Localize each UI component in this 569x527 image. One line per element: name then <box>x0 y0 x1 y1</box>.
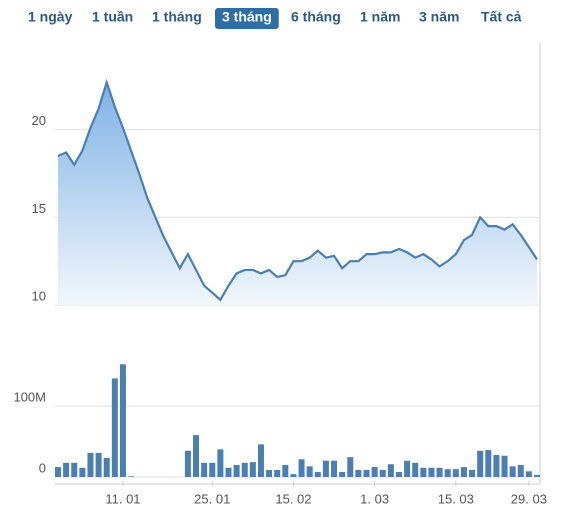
x-tick-label: 11. 01 <box>105 491 140 506</box>
volume-bar <box>371 467 378 477</box>
volume-bar <box>509 466 516 477</box>
y-tick-label: 15 <box>32 201 46 216</box>
volume-bar <box>111 378 118 477</box>
volume-bar <box>79 467 86 477</box>
volume-bar <box>266 469 273 477</box>
volume-bar <box>241 462 248 477</box>
volume-bar <box>339 472 346 477</box>
volume-bar <box>128 476 135 477</box>
volume-bar <box>347 457 354 477</box>
volume-bar <box>493 455 500 477</box>
volume-bar <box>395 472 402 477</box>
volume-bar <box>103 457 110 477</box>
x-tick-label: 25. 01 <box>194 491 230 506</box>
y-tick-label: 10 <box>32 288 46 303</box>
x-tick-label: 15. 03 <box>438 491 474 506</box>
volume-bar <box>379 469 386 477</box>
volume-bar <box>412 462 419 477</box>
y-tick-label: 20 <box>32 113 46 128</box>
y-tick-label: 100M <box>13 390 46 405</box>
volume-bar <box>217 449 224 477</box>
volume-bar <box>444 469 451 477</box>
volume-bar <box>209 462 216 477</box>
volume-bar <box>314 472 321 477</box>
volume-bar <box>420 467 427 477</box>
volume-bar <box>477 450 484 477</box>
volume-bar <box>233 464 240 477</box>
volume-bar <box>460 467 467 477</box>
range-button[interactable]: Tất cả <box>481 9 522 25</box>
volume-bar <box>95 452 102 477</box>
x-tick-label: 29. 03 <box>511 491 547 506</box>
range-button[interactable]: 1 tuần <box>92 9 133 25</box>
range-button[interactable]: 1 tháng <box>152 9 202 25</box>
volume-bar <box>525 471 532 477</box>
price-area <box>58 82 537 306</box>
volume-bar <box>71 462 78 477</box>
volume-bar <box>63 462 70 477</box>
volume-bar <box>306 466 313 477</box>
range-button[interactable]: 1 năm <box>360 9 400 25</box>
volume-bar <box>452 469 459 477</box>
volume-bar <box>322 460 329 477</box>
volume-bar <box>436 467 443 477</box>
volume-bar <box>119 364 126 477</box>
volume-bar <box>257 444 264 477</box>
volume-bar <box>363 469 370 477</box>
volume-bar <box>501 455 508 477</box>
volume-bar <box>469 469 476 477</box>
volume-bar <box>517 464 524 477</box>
range-button[interactable]: 3 tháng <box>222 9 272 25</box>
y-tick-label: 0 <box>39 460 46 475</box>
volume-bar <box>87 452 94 477</box>
volume-bar <box>282 464 289 477</box>
volume-bar <box>55 467 61 477</box>
volume-bar <box>201 462 208 477</box>
volume-bar <box>355 469 362 477</box>
volume-bar <box>428 467 435 477</box>
x-tick-label: 1. 03 <box>360 491 389 506</box>
range-button-selected <box>215 8 279 29</box>
volume-bar <box>184 450 191 477</box>
range-button[interactable]: 1 ngày <box>28 9 73 25</box>
volume-bar <box>193 435 200 477</box>
range-button[interactable]: 3 năm <box>419 9 459 25</box>
volume-bar <box>387 464 394 477</box>
range-button[interactable]: 6 tháng <box>291 9 341 25</box>
volume-bar <box>249 462 256 477</box>
volume-bar <box>331 460 338 477</box>
x-tick-label: 15. 02 <box>275 491 311 506</box>
volume-bar <box>404 460 411 477</box>
volume-bar <box>290 474 297 477</box>
volume-bar <box>298 459 305 477</box>
volume-bar <box>225 467 232 477</box>
volume-bar <box>534 474 540 477</box>
volume-bar <box>485 450 492 477</box>
price-line <box>57 78 538 302</box>
volume-bar <box>274 469 281 477</box>
